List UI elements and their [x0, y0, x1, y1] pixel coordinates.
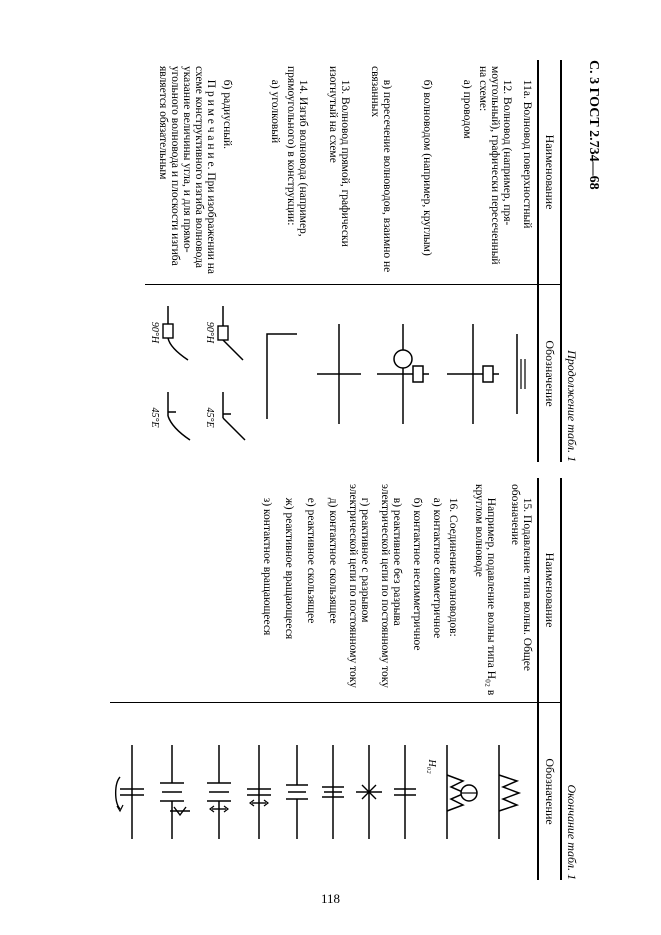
sym-16d-icon [242, 737, 276, 847]
label-90h-2: 90°H [149, 298, 160, 368]
row-16z: з) контактное вращающееся [261, 484, 273, 696]
table-right-names: 15. Подавление типа волны. Общее обознач… [110, 478, 537, 703]
table-left: Продолжение табл. 1 Наименование Обознач… [110, 60, 579, 462]
label-45e-2: 45°E [149, 386, 160, 450]
table-right-symbols: H₀₂ [110, 703, 537, 880]
page-root: С. 3 ГОСТ 2.734—68 Продолжение табл. 1 Н… [0, 0, 661, 935]
sym-16z-icon [114, 737, 150, 847]
sym-16g-icon [282, 737, 312, 847]
row-15: 15. Подавление типа волны. Общее обознач… [509, 484, 533, 696]
row-12: 12. Волновод (например, пря­моугольный),… [477, 66, 513, 278]
sym-12b-icon [371, 314, 435, 434]
sym-14b-group: 90°H 45°E [149, 298, 198, 450]
page-header: С. 3 ГОСТ 2.734—68 [585, 60, 601, 880]
sym-16zh-icon [156, 737, 196, 847]
sym-15-icon [489, 737, 531, 847]
row-16b: б) контактное несиммет­ричное [411, 484, 423, 696]
rotated-content: С. 3 ГОСТ 2.734—68 Продолжение табл. 1 Н… [60, 60, 601, 880]
sym-12a-icon [441, 314, 505, 434]
row-14a: а) уголковый [269, 66, 281, 278]
col-head-symbol: Обозначение [539, 285, 560, 462]
sym-16a-icon [390, 737, 420, 847]
sym-14b-e-icon [160, 386, 198, 450]
sym-11a-icon [511, 329, 531, 419]
label-h02: H₀₂ [426, 759, 437, 773]
row-15ex: Например, подавление волны типа H₀₂ в кр… [473, 484, 497, 696]
row-16d: д) контактное скользящее [327, 484, 339, 696]
sym-13-icon [259, 319, 307, 429]
sym-14a-h-icon [215, 298, 253, 368]
sym-15ex-group [437, 737, 483, 847]
sym-16b-icon [354, 737, 384, 847]
row-note: П р и м е ч а н и е. При изображении на … [157, 66, 217, 278]
table-left-body: 11а. Волновод поверхност­ный 12. Волново… [145, 60, 538, 462]
tables-row: Продолжение табл. 1 Наименование Обознач… [110, 60, 579, 880]
row-16g: г) реактивное с разрывом электрической ц… [347, 484, 371, 696]
table-left-head: Наименование Обозначение [538, 60, 561, 462]
table-right: Окончание табл. 1 Наименование Обозначен… [110, 478, 579, 880]
row-13: 13. Волновод прямой, графи­чески изогнут… [327, 66, 351, 278]
col-head-symbol-r: Обозначение [539, 703, 560, 880]
row-14b: б) радиусный. [221, 66, 233, 278]
label-45e: 45°E [204, 386, 215, 450]
table-right-caption: Окончание табл. 1 [562, 478, 579, 880]
row-16v: в) реактивное без разрыва электрической … [379, 484, 403, 696]
row-16a: а) контактное симметрич­ное [431, 484, 443, 696]
sym-14a-group: 90°H 45°E [204, 298, 253, 450]
table-right-body: 15. Подавление типа волны. Общее обознач… [110, 478, 538, 880]
label-90h: 90°H [204, 298, 215, 368]
col-head-name: Наименование [539, 60, 560, 285]
row-16: 16. Соединение волноводов: [447, 484, 459, 696]
row-16e: е) реактивное скользящее [305, 484, 317, 696]
row-14: 14. Изгиб волновода (напри­мер, прямоуго… [285, 66, 309, 278]
col-head-name-r: Наименование [539, 478, 560, 703]
table-left-names: 11а. Волновод поверхност­ный 12. Волново… [145, 60, 537, 285]
sym-16v-icon [318, 737, 348, 847]
sym-15ex-icon [437, 737, 483, 847]
sym-14a-e-icon [215, 386, 253, 450]
table-left-caption: Продолжение табл. 1 [562, 60, 579, 462]
sym-16e-icon [202, 737, 236, 847]
row-16zh: ж) реактивное вращающееся [283, 484, 295, 696]
page-number: 118 [0, 891, 661, 907]
row-11a: 11а. Волновод поверхност­ный [521, 66, 533, 278]
sym-12v-icon [313, 314, 365, 434]
sym-14b-h-icon [160, 298, 198, 368]
row-12b: б) волноводом (например, круглым) [421, 66, 433, 278]
row-12a: а) проводом [461, 66, 473, 278]
table-right-head: Наименование Обозначение [538, 478, 561, 880]
table-left-symbols: 90°H 45°E [145, 285, 537, 462]
row-12v: в) пересечение волноводов, взаимно не св… [369, 66, 393, 278]
